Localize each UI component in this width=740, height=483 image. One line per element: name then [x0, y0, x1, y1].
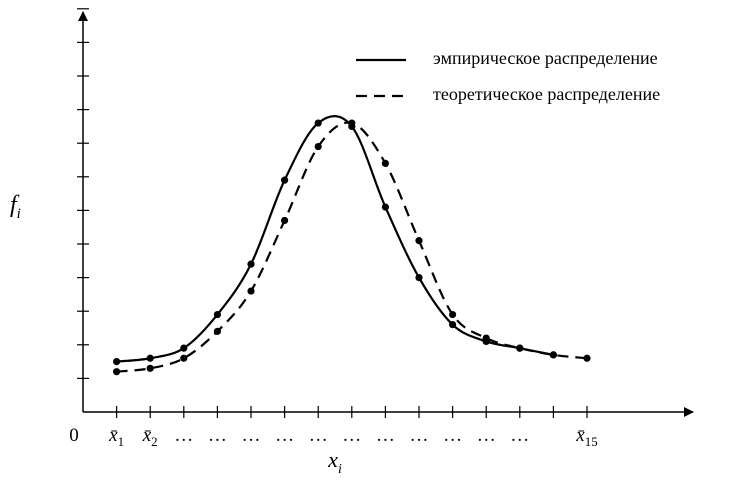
series-2-point-4 — [213, 327, 221, 335]
x-tick-label-9: … — [376, 425, 395, 446]
series-2-point-3 — [180, 354, 188, 362]
series-2-point-15 — [583, 354, 591, 362]
series-2-point-12 — [482, 334, 490, 342]
series-1-point-9 — [381, 203, 389, 211]
series-2-point-5 — [247, 287, 255, 295]
y-ticks — [77, 8, 89, 379]
x-tick-label-2: x̄2 — [142, 425, 158, 449]
series-2-point-9 — [381, 159, 389, 167]
x-tick-labels: x̄1 x̄2 … … … … … … … … … … … x̄15 — [108, 425, 598, 449]
x-tick-label-8: … — [342, 425, 361, 446]
legend-item-theoretical: теоретическое распределение — [356, 84, 660, 104]
series-1-point-11 — [449, 321, 457, 329]
series-1-point-2 — [146, 354, 154, 362]
series-2-point-11 — [449, 310, 457, 319]
x-tick-label-11: … — [443, 425, 462, 446]
x-axis-label: xi — [327, 447, 342, 477]
series-2-point-10 — [415, 237, 423, 245]
x-tick-label-1: x̄1 — [108, 425, 124, 449]
legend: эмпирическое распределение теоретическое… — [356, 48, 660, 104]
series-line-2 — [116, 121, 588, 373]
y-axis-label: fi — [10, 192, 21, 222]
series-empirical — [113, 115, 558, 366]
series-1-point-3 — [180, 344, 188, 352]
x-tick-label-5: … — [242, 425, 261, 446]
series-2-point-14 — [549, 351, 558, 359]
x-tick-label-13: … — [510, 425, 529, 446]
series-1-point-4 — [213, 310, 221, 319]
series-1-point-1 — [113, 358, 121, 366]
series-2-point-1 — [113, 368, 121, 376]
series-1-point-10 — [415, 274, 423, 282]
x-ticks — [115, 406, 588, 418]
x-tick-label-14: x̄15 — [575, 425, 597, 449]
series-2-point-8 — [348, 119, 356, 127]
series-2-point-2 — [146, 364, 154, 372]
x-tick-label-6: … — [275, 425, 294, 446]
x-tick-label-3: … — [174, 425, 193, 446]
x-tick-label-12: … — [477, 425, 496, 446]
legend-item-empirical: эмпирическое распределение — [356, 48, 658, 68]
series-layer — [113, 115, 591, 376]
series-1-point-6 — [281, 176, 289, 184]
series-2-point-6 — [281, 216, 289, 225]
series-2-point-7 — [314, 142, 322, 151]
legend-label-theoretical: теоретическое распределение — [433, 84, 660, 104]
x-tick-label-10: … — [410, 425, 429, 446]
legend-label-empirical: эмпирическое распределение — [433, 48, 658, 68]
series-1-point-5 — [247, 260, 255, 268]
series-2-point-13 — [516, 344, 524, 352]
x-tick-label-4: … — [208, 425, 227, 446]
x-tick-label-7: … — [309, 425, 328, 446]
series-1-point-7 — [314, 119, 322, 127]
series-theoretical — [113, 119, 591, 376]
origin-label: 0 — [69, 425, 79, 446]
series-line-1 — [116, 115, 554, 363]
